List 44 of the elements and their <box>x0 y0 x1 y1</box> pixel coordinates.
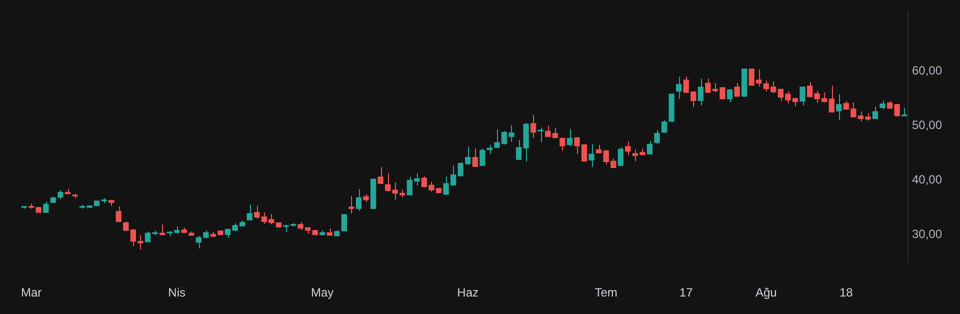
candlestick <box>676 76 682 100</box>
candlestick <box>872 106 878 120</box>
candlestick <box>828 85 834 114</box>
candlestick <box>560 137 566 152</box>
candlestick <box>530 114 536 138</box>
candlestick <box>800 86 806 106</box>
x-tick-label: May <box>311 286 334 300</box>
candlestick <box>341 214 347 232</box>
candlestick <box>348 196 354 214</box>
candlestick <box>43 200 49 214</box>
y-tick-label: 30,00 <box>912 227 942 242</box>
candlestick <box>116 206 122 223</box>
y-tick-label: 40,00 <box>912 172 942 187</box>
candlestick <box>726 88 733 103</box>
x-tick-label: 17 <box>679 286 694 300</box>
candlestick <box>836 94 842 121</box>
x-tick-label: Ağu <box>755 286 777 300</box>
candlestick <box>472 148 478 168</box>
x-tick-label: Haz <box>457 286 479 300</box>
x-tick-label: Mar <box>20 286 42 300</box>
candlestick <box>698 78 704 106</box>
candlestick <box>378 166 384 185</box>
y-tick-label: 50,00 <box>912 118 942 132</box>
candlestick <box>246 204 252 222</box>
candlestick <box>384 172 391 192</box>
candlestick <box>123 221 129 232</box>
candlestick <box>894 103 900 117</box>
candlestick <box>566 128 573 146</box>
x-tick-label: Nis <box>168 286 186 300</box>
candlestick <box>734 82 740 98</box>
candlestick <box>254 205 260 219</box>
candlestick <box>646 140 653 156</box>
candlestick <box>58 190 64 200</box>
candlestick <box>654 130 660 145</box>
candlestick <box>661 120 668 134</box>
candlestick <box>625 141 631 156</box>
x-tick-label: 18 <box>839 286 854 300</box>
x-tick-label: Tem <box>594 286 618 300</box>
candlestick <box>538 126 544 143</box>
candlestick <box>588 144 594 168</box>
candlestick <box>618 147 624 167</box>
candlestick <box>356 188 362 212</box>
candlestick <box>480 148 486 167</box>
y-tick-label: 60,00 <box>912 63 942 78</box>
